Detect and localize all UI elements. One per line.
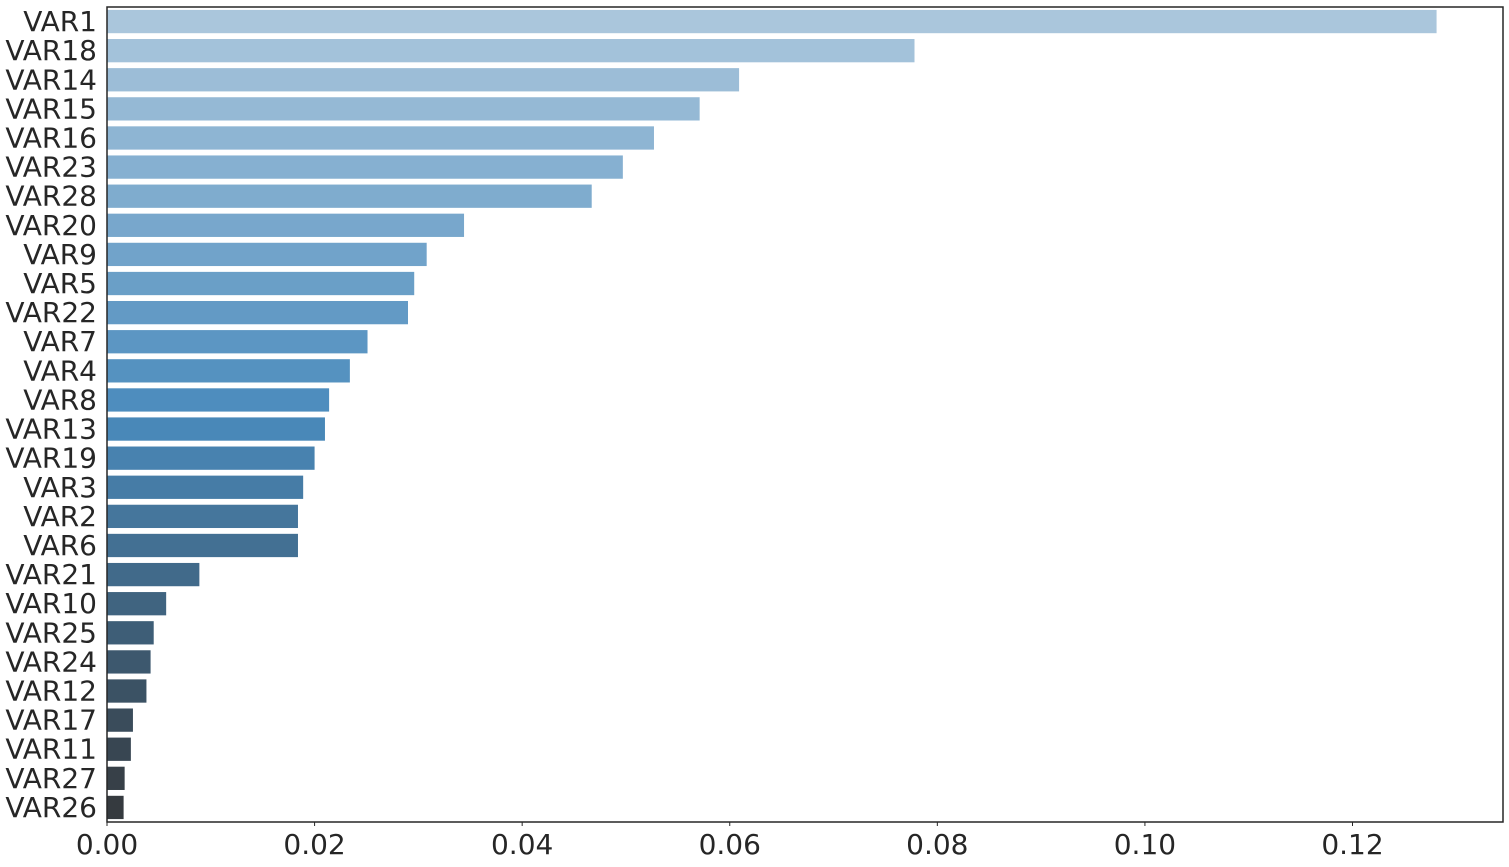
y-tick-label: VAR23 bbox=[5, 151, 97, 184]
y-tick-label: VAR7 bbox=[23, 325, 97, 358]
y-tick-label: VAR3 bbox=[23, 471, 97, 504]
plot-frame bbox=[106, 6, 1504, 823]
y-tick-labels: VAR1VAR18VAR14VAR15VAR16VAR23VAR28VAR20V… bbox=[5, 5, 97, 824]
bar-var24 bbox=[107, 650, 151, 674]
bar-var7 bbox=[107, 330, 368, 354]
bar-var4 bbox=[107, 359, 350, 383]
bar-var23 bbox=[107, 155, 623, 179]
x-tick-label: 0.10 bbox=[1114, 828, 1176, 861]
x-tick-label: 0.12 bbox=[1321, 828, 1383, 861]
y-tick-label: VAR18 bbox=[5, 34, 97, 67]
bar-var28 bbox=[107, 184, 592, 208]
y-tick-label: VAR1 bbox=[23, 5, 97, 38]
bar-var6 bbox=[107, 533, 298, 558]
x-tick-labels: 0.00 0.02 0.04 0.06 0.08 0.10 0.12 bbox=[76, 822, 1384, 861]
bar-var5 bbox=[107, 271, 415, 296]
bar-var27 bbox=[107, 766, 125, 790]
bar-var12 bbox=[107, 679, 147, 703]
bars-group bbox=[107, 9, 1437, 820]
y-tick-label: VAR12 bbox=[5, 675, 97, 708]
bar-var15 bbox=[107, 97, 700, 121]
y-tick-label: VAR5 bbox=[23, 267, 97, 300]
y-tick-label: VAR27 bbox=[5, 762, 97, 795]
bar-var17 bbox=[107, 708, 133, 732]
bar-var9 bbox=[107, 242, 427, 267]
y-tick-label: VAR9 bbox=[23, 238, 97, 271]
bar-var10 bbox=[107, 592, 167, 616]
y-tick-label: VAR28 bbox=[5, 180, 97, 213]
bar-var3 bbox=[107, 475, 304, 499]
x-tick-label: 0.04 bbox=[491, 828, 553, 861]
bar-var20 bbox=[107, 213, 465, 237]
y-tick-label: VAR8 bbox=[23, 383, 97, 416]
x-tick-label: 0.00 bbox=[76, 828, 138, 861]
y-tick-label: VAR17 bbox=[5, 704, 97, 737]
y-tick-label: VAR19 bbox=[5, 442, 97, 475]
bar-var19 bbox=[107, 446, 315, 470]
bar-var25 bbox=[107, 621, 154, 645]
y-tick-label: VAR22 bbox=[5, 296, 97, 329]
bar-var16 bbox=[107, 126, 654, 150]
y-tick-label: VAR13 bbox=[5, 413, 97, 446]
x-tick-label: 0.06 bbox=[699, 828, 761, 861]
y-tick-label: VAR21 bbox=[5, 558, 97, 591]
x-tick-label: 0.02 bbox=[283, 828, 345, 861]
bar-var14 bbox=[107, 68, 740, 92]
bar-var18 bbox=[107, 39, 915, 63]
y-tick-label: VAR15 bbox=[5, 92, 97, 125]
y-tick-label: VAR20 bbox=[5, 209, 97, 242]
bar-var13 bbox=[107, 417, 325, 441]
y-tick-label: VAR4 bbox=[23, 354, 97, 387]
y-tick-label: VAR11 bbox=[5, 733, 97, 766]
y-tick-label: VAR14 bbox=[5, 63, 97, 96]
bar-var21 bbox=[107, 562, 200, 587]
bar-var1 bbox=[107, 9, 1437, 34]
bar-var26 bbox=[107, 795, 124, 820]
y-tick-label: VAR25 bbox=[5, 616, 97, 649]
y-tick-label: VAR10 bbox=[5, 587, 97, 620]
bar-var2 bbox=[107, 504, 298, 529]
y-tick-label: VAR16 bbox=[5, 121, 97, 154]
x-tick-label: 0.08 bbox=[906, 828, 968, 861]
y-tick-label: VAR26 bbox=[5, 791, 97, 824]
y-tick-label: VAR6 bbox=[23, 529, 97, 562]
bar-var8 bbox=[107, 388, 330, 412]
bar-var22 bbox=[107, 300, 408, 325]
bar-var11 bbox=[107, 737, 131, 761]
y-tick-label: VAR24 bbox=[5, 645, 97, 678]
y-tick-label: VAR2 bbox=[23, 500, 97, 533]
